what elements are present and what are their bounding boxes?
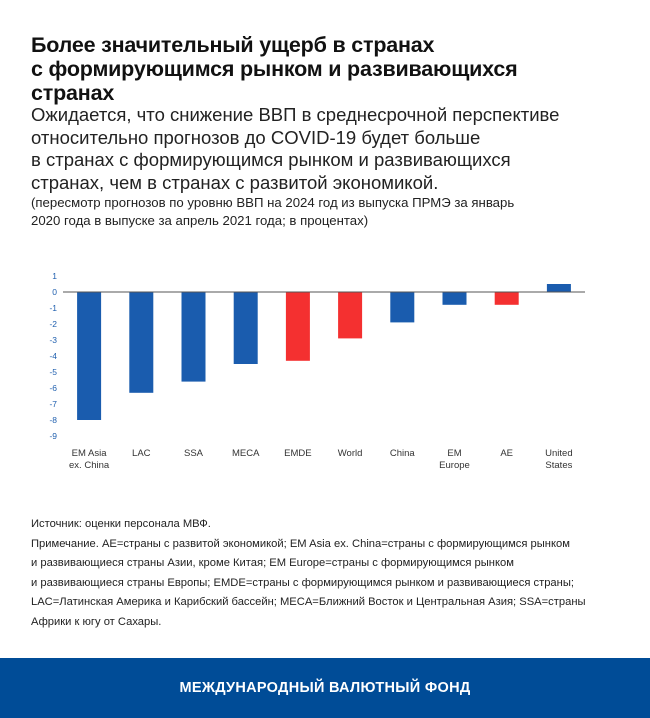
- bar: [442, 292, 467, 305]
- y-tick-label: -7: [49, 399, 57, 409]
- bar: [390, 292, 415, 323]
- x-tick-label: EMDE: [284, 448, 311, 459]
- x-tick-label: SSA: [184, 448, 204, 459]
- y-tick-label: -5: [49, 367, 57, 377]
- footnotes: Источник: оценки персонала МВФ. Примечан…: [31, 515, 631, 632]
- bar: [494, 292, 519, 305]
- x-tick-label: EM Asia ex. China: [69, 448, 110, 471]
- bar-chart: 1 0 -1 -2 -3 -4 -5 -6 -7 -8 -9 EM Asia ex. China LAC S…: [49, 271, 585, 471]
- bar: [338, 292, 363, 339]
- chart-title: Более значительный ущерб в странах с фор…: [31, 33, 518, 105]
- y-tick-label: -8: [49, 415, 57, 425]
- x-tick-label: World: [338, 448, 363, 459]
- footer-banner: МЕЖДУНАРОДНЫЙ ВАЛЮТНЫЙ ФОНД: [0, 658, 650, 718]
- y-tick-label: 0: [52, 287, 57, 297]
- y-tick-label: -4: [49, 351, 57, 361]
- y-tick-label: -9: [49, 431, 57, 441]
- abbreviation-note: Примечание. AE=страны с развитой экономи…: [31, 537, 586, 628]
- y-tick-label: -3: [49, 335, 57, 345]
- x-tick-label: China: [390, 448, 416, 459]
- y-tick-label: -1: [49, 303, 57, 313]
- chart-subtitle: Ожидается, что снижение ВВП в среднесроч…: [31, 104, 560, 193]
- bar: [77, 292, 102, 420]
- footer-org-name: МЕЖДУНАРОДНЫЙ ВАЛЮТНЫЙ ФОНД: [179, 680, 471, 696]
- bar: [233, 292, 258, 364]
- chart-units-note: (пересмотр прогнозов по уровню ВВП на 20…: [31, 195, 515, 228]
- bar: [285, 292, 310, 361]
- bar: [181, 292, 206, 382]
- x-tick-label: AE: [500, 448, 513, 459]
- y-tick-label: 1: [52, 271, 57, 281]
- y-tick-label: -6: [49, 383, 57, 393]
- source-note: Источник: оценки персонала МВФ.: [31, 518, 211, 530]
- x-tick-label: MECA: [232, 448, 260, 459]
- bar: [546, 284, 571, 292]
- x-tick-label: United States: [545, 448, 572, 471]
- bar: [129, 292, 154, 393]
- y-tick-label: -2: [49, 319, 57, 329]
- x-tick-label: EM Europe: [439, 448, 470, 471]
- x-tick-label: LAC: [132, 448, 151, 459]
